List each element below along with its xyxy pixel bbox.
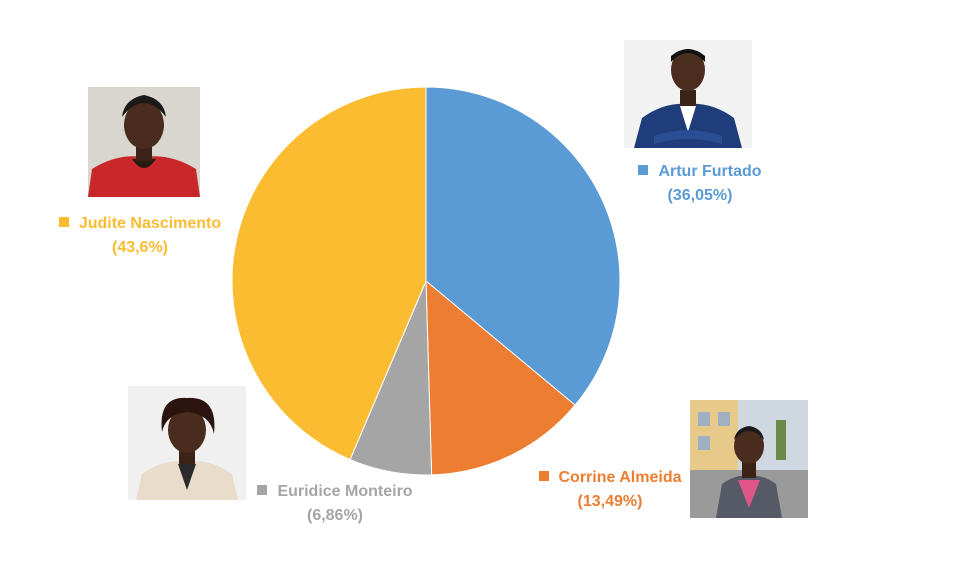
label-value: (6,86%) [306, 507, 364, 524]
label-artur-furtado: Artur Furtado (36,05%) [600, 160, 800, 208]
label-value: (43,6%) [111, 239, 169, 256]
label-name: Judite Nascimento [78, 215, 222, 232]
label-corrine-almeida: Corrine Almeida (13,49%) [510, 466, 710, 514]
pie-slice-artur-furtado [425, 86, 621, 406]
label-judite-nascimento: Judite Nascimento (43,6%) [35, 212, 245, 260]
label-value: (36,05%) [667, 187, 733, 204]
man-in-suit-portrait-icon [624, 40, 752, 148]
legend-swatch-euridice [257, 485, 268, 495]
pie-slice-corrine-almeida [425, 279, 576, 476]
legend-swatch-corrine [538, 471, 549, 481]
legend-swatch-artur [638, 165, 649, 175]
woman-red-jacket-portrait-icon [88, 87, 200, 197]
label-value: (13,49%) [577, 493, 643, 510]
label-euridice-monteiro: Euridice Monteiro (6,86%) [230, 480, 440, 528]
legend-swatch-judite [58, 217, 69, 227]
woman-outdoor-portrait-icon [690, 400, 808, 518]
label-name: Corrine Almeida [558, 469, 682, 486]
label-name: Artur Furtado [658, 163, 762, 180]
pie-slice-judite-nascimento [231, 86, 427, 461]
woman-white-blazer-portrait-icon [128, 386, 246, 500]
label-name: Euridice Monteiro [277, 483, 413, 500]
